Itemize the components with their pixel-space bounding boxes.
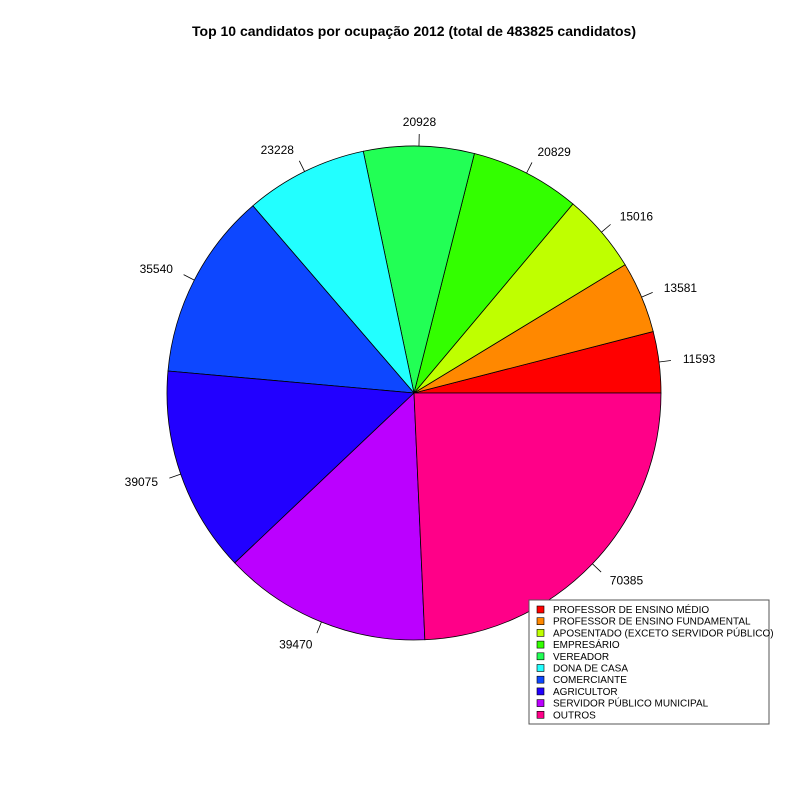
pie-slice (413, 153, 574, 394)
slice-value-label: 23228 (261, 143, 295, 157)
chart-title: Top 10 candidatos por ocupação 2012 (tot… (192, 23, 636, 39)
legend-swatch (536, 605, 545, 614)
pie-slice (167, 205, 415, 394)
label-tick (298, 160, 305, 172)
pie-slice (362, 145, 475, 394)
slice-value-label: 13581 (664, 281, 698, 295)
slice-labels: 11593 13581 15016 20829 20928 23228 35540 39075… (125, 115, 716, 651)
pie-slice (413, 392, 662, 641)
legend-swatch (536, 687, 545, 696)
slice-value-label: 20829 (537, 145, 571, 159)
legend-swatch (536, 640, 545, 649)
legend-swatch (536, 699, 545, 707)
legend-label: COMERCIANTE (553, 675, 627, 686)
slice-value-label: 70385 (610, 573, 644, 587)
legend-label: PROFESSOR DE ENSINO MÉDIO (553, 603, 709, 616)
legend-label: SERVIDOR PÚBLICO MUNICIPAL (553, 697, 709, 710)
slice-value-label: 11593 (683, 352, 716, 366)
label-tick (659, 360, 672, 363)
pie-slice (252, 150, 415, 394)
slice-value-label: 39470 (279, 637, 313, 651)
legend-swatch (536, 617, 545, 626)
label-tick (592, 563, 602, 573)
legend-label: PROFESSOR DE ENSINO FUNDAMENTAL (553, 617, 751, 628)
label-tick (316, 621, 322, 634)
slice-value-label: 15016 (620, 210, 654, 224)
legend-label: DONA DE CASA (553, 664, 628, 675)
legend-swatch (536, 710, 545, 719)
slice-value-label: 35540 (140, 262, 174, 276)
legend-swatch (536, 664, 545, 672)
legend-label: OUTROS (553, 710, 596, 721)
legend-swatch (536, 629, 545, 637)
pie-slices (166, 145, 662, 641)
pie-slice (234, 392, 426, 641)
slice-value-label: 39075 (125, 475, 159, 489)
legend-label: EMPRESÁRIO (553, 638, 620, 651)
label-tick (169, 473, 181, 479)
legend-box (528, 599, 770, 725)
legend-swatch (536, 652, 545, 661)
legend-label: VEREADOR (553, 652, 609, 663)
legend-swatch (536, 675, 545, 684)
label-tick (526, 162, 533, 174)
label-tick (183, 274, 195, 281)
label-tick (601, 224, 611, 233)
legend-label: AGRICULTOR (553, 687, 618, 698)
legend-label: APOSENTADO (EXCETO SERVIDOR PÚBLICO) (553, 626, 774, 639)
label-tick (641, 292, 653, 298)
slice-value-label: 20928 (403, 115, 437, 129)
